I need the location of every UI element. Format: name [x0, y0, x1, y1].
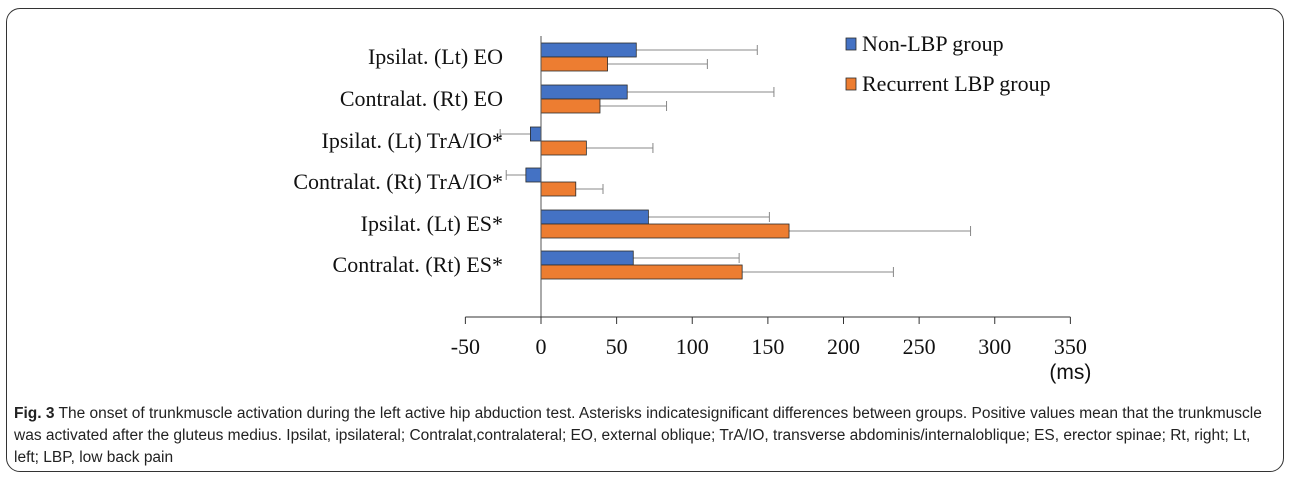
- bar-chart: -50 0 50 100 150 200 250 300 350(ms) Ipsilat. (L…: [293, 31, 1091, 384]
- recurrent-lbp-bar: [540, 98, 601, 114]
- x-axis: -50 0 50 100 150 200 250 300 350(ms): [451, 36, 1091, 384]
- x-tick-label: 0: [536, 334, 547, 359]
- non-lbp-bar: [525, 167, 542, 183]
- non-lbp-bar: [540, 250, 634, 266]
- recurrent-lbp-bar: [540, 140, 587, 156]
- category-label: Ipsilat. (Lt) ES*: [361, 211, 503, 236]
- x-unit-label: (ms): [1049, 361, 1091, 384]
- category-label: Contralat. (Rt) EO: [340, 86, 503, 111]
- x-tick-label: 50: [606, 334, 628, 359]
- legend-swatch: [845, 37, 857, 51]
- x-tick-label: 200: [827, 334, 860, 359]
- legend-label: Non-LBP group: [862, 31, 1004, 56]
- category-label: Contralat. (Rt) ES*: [333, 252, 503, 277]
- category-label: Ipsilat. (Lt) TrA/IO*: [322, 128, 504, 153]
- caption-label: Fig. 3: [14, 405, 55, 422]
- category-label: Contralat. (Rt) TrA/IO*: [293, 169, 503, 194]
- legend: Non-LBP group Recurrent LBP group: [845, 31, 1051, 96]
- x-tick-label: 300: [978, 334, 1011, 359]
- legend-label: Recurrent LBP group: [862, 71, 1051, 96]
- recurrent-lbp-bar: [540, 264, 743, 280]
- x-tick-label: -50: [451, 334, 480, 359]
- bars: [525, 42, 790, 280]
- recurrent-lbp-bar: [540, 223, 790, 239]
- figure-caption: Fig. 3 The onset of trunkmuscle activati…: [14, 403, 1276, 469]
- figure-frame: [6, 8, 1284, 472]
- error-bars: [499, 45, 972, 277]
- legend-swatch: [845, 77, 857, 91]
- category-label: Ipsilat. (Lt) EO: [368, 44, 503, 69]
- recurrent-lbp-bar: [540, 56, 608, 72]
- non-lbp-bar: [540, 84, 628, 100]
- x-tick-label: 100: [676, 334, 709, 359]
- recurrent-lbp-bar: [540, 181, 577, 197]
- non-lbp-bar: [530, 126, 542, 142]
- non-lbp-bar: [540, 42, 637, 58]
- x-tick-label: 250: [903, 334, 936, 359]
- non-lbp-bar: [540, 209, 649, 225]
- caption-text: The onset of trunkmuscle activation duri…: [14, 405, 1262, 466]
- category-labels: Ipsilat. (Lt) EO Contralat. (Rt) EO Ipsila…: [293, 44, 503, 277]
- x-tick-label: 150: [751, 334, 784, 359]
- x-tick-label: 350: [1054, 334, 1087, 359]
